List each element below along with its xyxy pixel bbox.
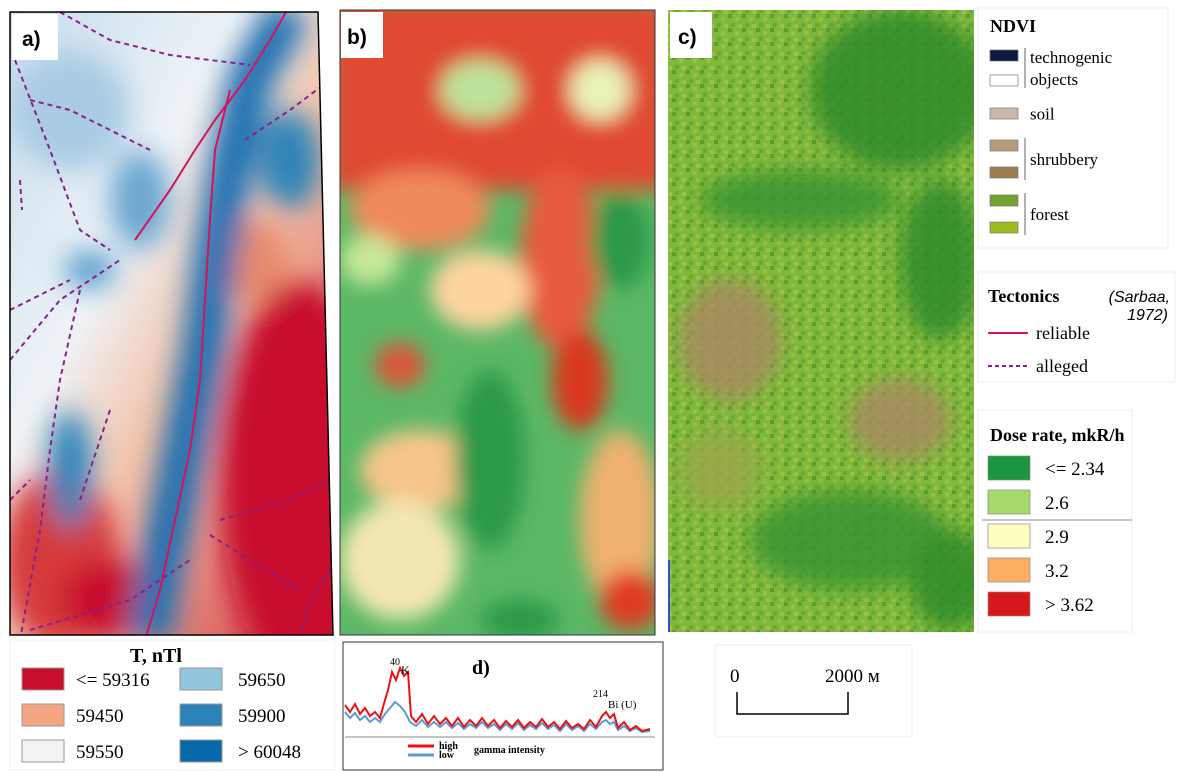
legend-label: > 60048	[238, 742, 301, 763]
legend-title: Dose rate, mkR/h	[990, 425, 1124, 445]
legend-swatch	[988, 558, 1030, 582]
legend-swatch	[988, 592, 1030, 616]
legend-label: 3.2	[1045, 561, 1069, 582]
legend-label: 59450	[76, 706, 124, 727]
legend-label: forest	[1030, 205, 1069, 224]
legend-label: 59650	[238, 670, 286, 691]
legend-label: shrubbery	[1030, 150, 1098, 169]
scale-end: 2000 м	[825, 666, 880, 687]
legend-label: 59900	[238, 706, 286, 727]
legend-title: Tectonics	[988, 286, 1059, 306]
legend-label: objects	[1030, 70, 1078, 89]
legend-label: technogenic	[1030, 48, 1113, 67]
legend-swatch	[990, 140, 1018, 151]
legend-label: 59550	[76, 742, 124, 763]
scale-start: 0	[730, 666, 740, 687]
legend-swatch	[22, 740, 64, 762]
legend-swatch	[988, 456, 1030, 480]
legend-title: NDVI	[990, 16, 1036, 36]
legend-swatch	[990, 167, 1018, 178]
panel-label: d)	[472, 657, 490, 679]
spectrum-caption: gamma intensity	[474, 745, 545, 756]
panel-label: b)	[347, 26, 367, 49]
legend-source: 1972)	[1127, 307, 1168, 324]
legend-swatch	[988, 524, 1030, 548]
legend-label: soil	[1030, 105, 1055, 124]
legend-swatch	[22, 668, 64, 690]
legend-title: T, nTl	[130, 645, 182, 667]
spectrum-legend-label: low	[439, 750, 455, 761]
ndvi-map	[668, 10, 990, 632]
legend-swatch	[990, 222, 1018, 233]
legend-swatch	[988, 490, 1030, 514]
peak-mass: 214	[593, 689, 608, 700]
figure: a) b) c) 0 2000 м d) 40 K 214 Bi (U) gam…	[0, 0, 1177, 772]
legend-label: <= 59316	[76, 670, 150, 691]
dose-rate-map	[330, 0, 670, 640]
legend-label: reliable	[1036, 323, 1090, 343]
legend-swatch	[180, 740, 222, 762]
peak-mass: 40	[390, 657, 400, 668]
legend-label: <= 2.34	[1045, 459, 1105, 480]
legend-swatch	[990, 108, 1018, 119]
panel-label: a)	[22, 28, 41, 51]
legend-label: 2.6	[1045, 493, 1069, 514]
legend-swatch	[990, 195, 1018, 206]
legend-label: 2.9	[1045, 527, 1069, 548]
legend-swatch	[180, 668, 222, 690]
panel-label: c)	[678, 26, 697, 49]
legend-source: (Sarbaa,	[1109, 289, 1170, 306]
legend-label: > 3.62	[1045, 595, 1094, 616]
legend-swatch	[22, 704, 64, 726]
peak-element: K	[401, 663, 410, 677]
peak-element: Bi (U)	[608, 699, 637, 711]
legend-label: alleged	[1036, 356, 1088, 376]
legend-swatch	[990, 50, 1018, 61]
legend-swatch	[990, 75, 1018, 86]
legend-swatch	[180, 704, 222, 726]
